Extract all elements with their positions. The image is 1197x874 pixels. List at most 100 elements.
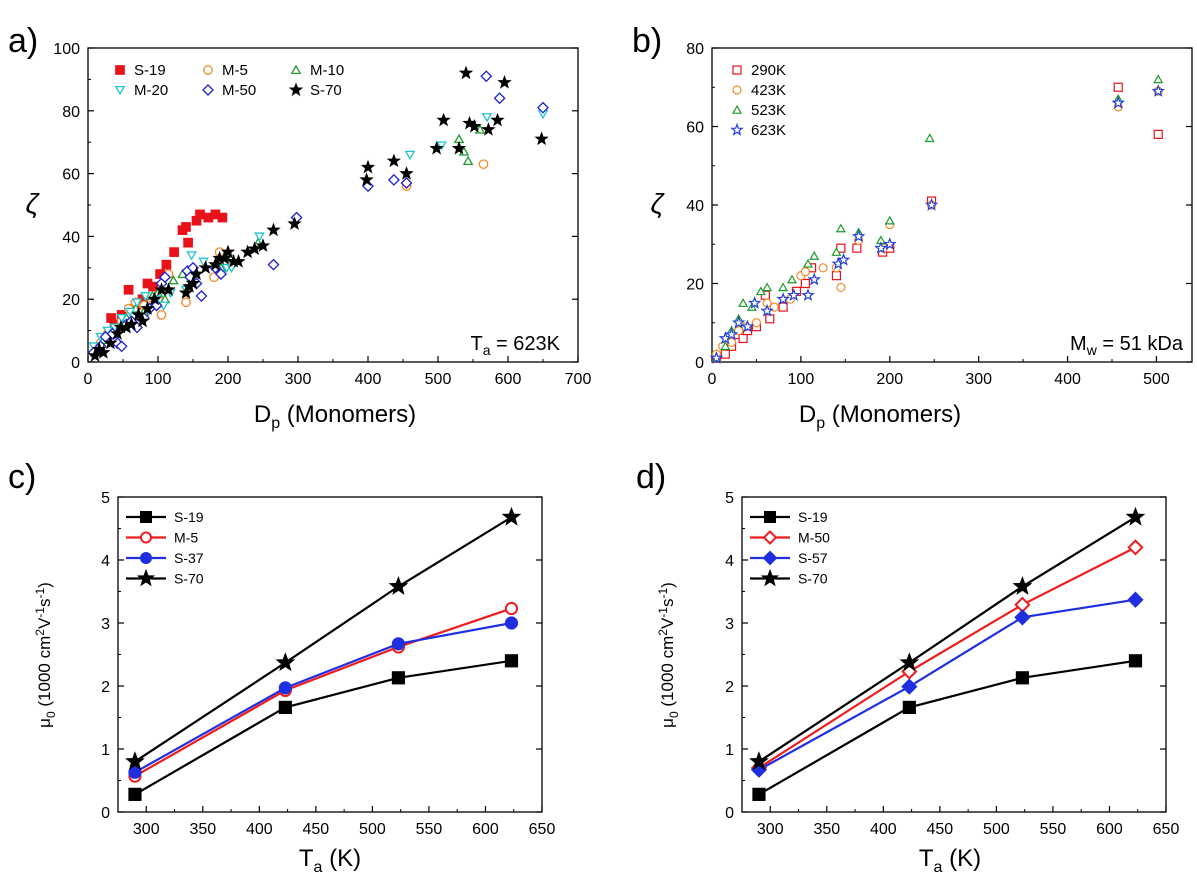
- annotation-sub: a: [483, 342, 491, 358]
- data-point: [874, 241, 888, 254]
- legend-label: M-5: [174, 530, 198, 546]
- series-M-50: [87, 70, 549, 359]
- annotation-main: M: [1070, 333, 1087, 355]
- data-point: [96, 345, 111, 359]
- legend-label: 290K: [751, 62, 786, 79]
- x-axis-label-sub: a: [934, 859, 943, 874]
- legend-label: M-20: [134, 82, 168, 99]
- legend: 290K 423K 523K 623K: [730, 62, 786, 139]
- data-point: [740, 319, 755, 333]
- data-point: [760, 303, 774, 317]
- y-tick-label: 20: [686, 277, 704, 294]
- series-S-70: [125, 506, 522, 771]
- legend-marker: [764, 511, 776, 523]
- data-point: [924, 197, 939, 211]
- data-point: [747, 296, 762, 309]
- data-point: [169, 247, 179, 257]
- x-tick-label: 100: [788, 371, 815, 388]
- data-point: [388, 576, 409, 595]
- data-point: [436, 112, 451, 127]
- legend-marker: [136, 568, 156, 587]
- legend-marker: [290, 64, 302, 75]
- data-point: [124, 316, 139, 331]
- data-point: [400, 177, 413, 189]
- data-point: [458, 65, 474, 80]
- data-point: [150, 299, 163, 312]
- y-axis-label: μ0 (1000 cm2V-1s-1): [33, 582, 58, 728]
- x-axis-label-main: D: [254, 401, 271, 428]
- y-tick-label: 0: [695, 355, 704, 372]
- data-point: [399, 166, 414, 180]
- x-tick-label: 0: [84, 371, 93, 388]
- legend-marker: [731, 104, 743, 114]
- y-tick-label: 0: [725, 805, 734, 822]
- data-point: [480, 70, 493, 83]
- legend-label: S-57: [798, 550, 828, 566]
- data-point: [720, 341, 731, 351]
- data-point: [749, 751, 769, 771]
- data-point: [217, 212, 228, 223]
- data-point: [429, 140, 444, 155]
- data-point: [168, 275, 179, 285]
- x-tick-label: 400: [355, 371, 382, 388]
- legend-marker: [114, 85, 126, 96]
- panel-label: d): [636, 458, 666, 496]
- data-point: [851, 229, 866, 243]
- legend-marker: [202, 84, 214, 96]
- y-tick-label: 100: [53, 41, 80, 58]
- data-point: [1127, 591, 1144, 608]
- data-point: [275, 652, 296, 672]
- data-point: [787, 288, 801, 302]
- data-point: [231, 253, 246, 268]
- data-point: [220, 244, 236, 259]
- annotation-main: T: [470, 333, 482, 355]
- data-point: [738, 298, 749, 307]
- x-tick-label: 0: [708, 371, 717, 388]
- data-point: [1153, 129, 1163, 139]
- series-line: [134, 516, 513, 763]
- data-point: [504, 601, 519, 616]
- data-point: [504, 616, 519, 630]
- data-point: [159, 271, 171, 284]
- series-line: [134, 659, 512, 796]
- x-tick-label: 550: [416, 821, 443, 838]
- data-point: [189, 266, 204, 281]
- x-axis-label-sub: p: [271, 415, 280, 432]
- data-point: [537, 101, 549, 114]
- data-point: [267, 258, 280, 271]
- data-point: [902, 700, 916, 715]
- data-point: [156, 310, 167, 320]
- data-point: [1151, 84, 1165, 97]
- panel-label: b): [632, 22, 662, 60]
- series-line: [758, 659, 1136, 796]
- data-point: [181, 222, 191, 232]
- data-point: [836, 282, 846, 293]
- data-point: [720, 349, 730, 359]
- data-point: [436, 141, 447, 151]
- x-tick-label: 600: [472, 821, 499, 838]
- x-axis-label: Ta (K): [919, 845, 981, 874]
- data-point: [481, 122, 496, 136]
- data-point: [751, 318, 762, 328]
- legend-marker: [140, 552, 152, 564]
- y-tick-label: 3: [725, 616, 734, 633]
- data-point: [1015, 671, 1030, 685]
- x-axis-label-main: D: [799, 401, 816, 428]
- y-tick-label: 40: [686, 198, 704, 215]
- legend-marker: [732, 65, 742, 75]
- data-point: [901, 678, 918, 695]
- panel-b: b) 0 100 200 300 400 500 0 20 40 60 80 Dp (Monomers)…: [632, 22, 1193, 432]
- y-axis-label-close: ): [658, 582, 677, 588]
- data-point: [490, 112, 505, 127]
- data-point: [731, 315, 746, 329]
- data-point: [800, 267, 810, 277]
- data-point: [801, 288, 815, 302]
- y-tick-label: 80: [62, 104, 80, 121]
- y-tick-label: 80: [686, 41, 704, 58]
- data-point: [386, 153, 402, 168]
- y-tick-label: 5: [101, 490, 110, 507]
- data-point: [831, 271, 842, 281]
- y-axis-label-mid: V: [35, 617, 54, 629]
- data-point: [1127, 539, 1144, 556]
